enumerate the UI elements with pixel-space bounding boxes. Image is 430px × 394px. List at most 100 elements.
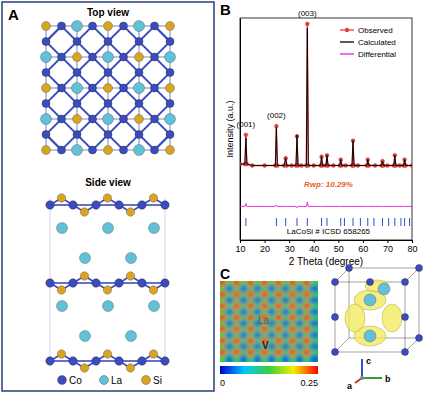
la-atom	[126, 331, 137, 342]
co-atom	[120, 53, 128, 61]
la-atom	[134, 145, 145, 156]
co-atom	[115, 279, 123, 287]
la-atom	[103, 301, 114, 312]
si-atom	[103, 194, 111, 202]
la-atom	[165, 52, 176, 63]
x-tick: 20	[260, 240, 270, 254]
co-atom	[166, 69, 174, 77]
si-atom	[42, 84, 51, 93]
co-atom	[42, 131, 50, 139]
colorbar-tick-label: 0	[220, 378, 225, 388]
la-atom	[80, 331, 91, 342]
axis-origin	[360, 376, 364, 380]
legend-swatch	[142, 376, 151, 385]
legend-marker	[345, 28, 349, 32]
co-atom	[138, 357, 146, 365]
x-tick: 10	[235, 240, 245, 254]
co-atom	[138, 201, 146, 209]
la-atom	[57, 223, 68, 234]
legend-swatch	[340, 41, 354, 42]
x-tick-label: 60	[358, 244, 368, 254]
figure: ATop viewSide viewCoLaSiB102030405060708…	[0, 0, 430, 394]
co-atom	[73, 69, 81, 77]
si-atom	[104, 84, 113, 93]
colorbar-tick-label: 0.25	[300, 378, 318, 388]
plot-frame	[240, 18, 412, 240]
co-atom	[166, 131, 174, 139]
co-atom	[58, 115, 66, 123]
heatmap-cell	[310, 355, 318, 362]
reflection-tick	[276, 218, 277, 226]
x-tick: 30	[285, 240, 295, 254]
co-atom	[120, 22, 128, 30]
la-atom	[134, 83, 145, 94]
x-tick-label: 50	[334, 244, 344, 254]
reflection-tick	[367, 218, 368, 226]
panel-label: A	[8, 6, 19, 23]
co-atom	[42, 100, 50, 108]
axis-arrow	[361, 359, 363, 378]
si-atom	[80, 364, 88, 372]
view-title: Side view	[85, 177, 131, 188]
x-tick: 70	[383, 240, 393, 254]
reflection-tick	[404, 218, 405, 226]
reflection-tick	[344, 218, 345, 226]
x-tick-label: 30	[285, 244, 295, 254]
la-atom	[126, 253, 137, 264]
co-atom	[89, 115, 97, 123]
co-atom	[367, 279, 374, 286]
la-atom	[165, 114, 176, 125]
la-atom	[364, 294, 376, 306]
co-atom	[151, 53, 159, 61]
legend-label: Observed	[358, 26, 393, 35]
cell-edge	[335, 352, 405, 353]
side-view	[46, 194, 169, 372]
reflection-tick	[409, 218, 410, 226]
co-atom	[104, 69, 112, 77]
y-axis	[240, 19, 241, 241]
co-atom	[46, 201, 54, 209]
annotation: (003)	[298, 9, 317, 18]
la-atom	[57, 301, 68, 312]
si-atom	[149, 286, 157, 294]
reflection-tick	[297, 218, 298, 226]
si-atom	[80, 208, 88, 216]
axis-label: a	[347, 381, 353, 391]
annotation: Rwp: 10.29%	[304, 180, 353, 189]
series-point	[274, 124, 278, 128]
axis-label: b	[385, 374, 391, 384]
si-atom	[166, 22, 175, 31]
co-atom	[73, 100, 81, 108]
x-tick-mark	[314, 240, 315, 243]
series-line	[240, 24, 412, 166]
si-atom	[126, 364, 134, 372]
co-atom	[161, 201, 169, 209]
si-atom	[103, 350, 111, 358]
co-atom	[69, 357, 77, 365]
legend-swatch	[100, 376, 109, 385]
axis-label: c	[366, 356, 371, 366]
si-atom	[149, 350, 157, 358]
co-atom	[138, 279, 146, 287]
co-atom	[120, 84, 128, 92]
si-atom	[57, 286, 65, 294]
co-atom	[416, 265, 423, 272]
annotation: LaCoSi # ICSD 658265	[287, 227, 371, 236]
heatmap-background	[220, 281, 318, 362]
x-tick-label: 10	[235, 244, 245, 254]
la-atom	[80, 253, 91, 264]
co-atom	[402, 279, 409, 286]
reflection-tick	[340, 218, 341, 226]
co-atom	[115, 201, 123, 209]
co-atom	[104, 100, 112, 108]
si-atom	[166, 84, 175, 93]
la-atom	[103, 223, 114, 234]
x-tick-mark	[338, 240, 339, 243]
si-atom	[42, 22, 51, 31]
y-axis-line	[240, 19, 241, 241]
reflection-tick	[360, 218, 361, 226]
co-atom	[161, 357, 169, 365]
co-atom	[332, 349, 339, 356]
x-axis-title: 2 Theta (degree)	[289, 256, 363, 267]
y-axis-title: Intensity (a.u.)	[225, 100, 235, 157]
